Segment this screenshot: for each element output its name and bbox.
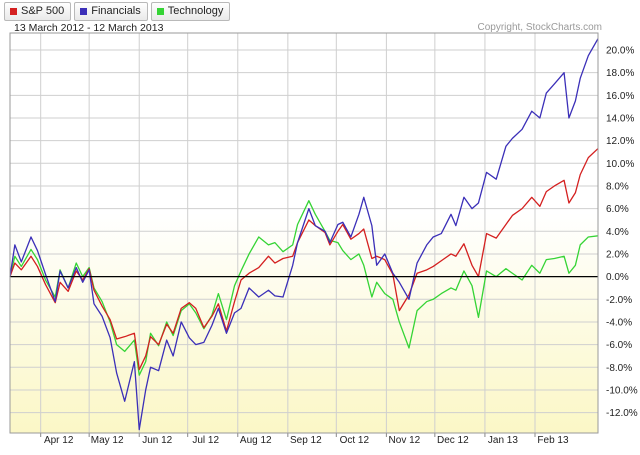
- x-tick-label: Oct 12: [340, 435, 370, 446]
- y-tick-label: -10.0%: [606, 385, 638, 396]
- y-tick-label: 12.0%: [606, 136, 634, 147]
- y-tick-label: -4.0%: [606, 317, 632, 328]
- y-tick-label: 6.0%: [606, 204, 629, 215]
- y-tick-label: -12.0%: [606, 408, 638, 419]
- y-tick-label: 16.0%: [606, 91, 634, 102]
- x-tick-label: Feb 13: [537, 435, 569, 446]
- financials-swatch: [80, 7, 88, 15]
- x-tick-label: Nov 12: [389, 435, 421, 446]
- x-tick-label: Jul 12: [192, 435, 219, 446]
- y-tick-label: -6.0%: [606, 340, 632, 351]
- plot-frame: [9, 32, 599, 434]
- y-tick-label: 8.0%: [606, 181, 629, 192]
- x-tick-label: Sep 12: [290, 435, 322, 446]
- legend-item-financials[interactable]: Financials: [74, 1, 148, 21]
- legend-label-sp500: S&P 500: [21, 5, 65, 17]
- y-tick-label: 20.0%: [606, 45, 634, 56]
- copyright-notice: Copyright, StockCharts.com: [477, 22, 603, 33]
- y-tick-label: 2.0%: [606, 249, 629, 260]
- plot-background: [10, 33, 598, 433]
- y-tick-label: 4.0%: [606, 227, 629, 238]
- x-tick-label: Dec 12: [437, 435, 469, 446]
- legend-label-financials: Financials: [91, 5, 141, 17]
- x-tick-label: Jun 12: [142, 435, 172, 446]
- y-tick-label: 14.0%: [606, 113, 634, 124]
- y-tick-label: -8.0%: [606, 363, 632, 374]
- legend-item-technology[interactable]: Technology: [150, 1, 231, 21]
- x-tick-label: Jan 13: [488, 435, 518, 446]
- y-tick-label: -2.0%: [606, 295, 632, 306]
- legend: S&P 500 Financials Technology: [0, 0, 640, 22]
- x-tick-label: Apr 12: [44, 435, 74, 446]
- technology-swatch: [156, 7, 164, 15]
- y-tick-label: 0.0%: [606, 272, 629, 283]
- x-tick-label: Aug 12: [240, 435, 272, 446]
- sp500-swatch: [10, 7, 17, 15]
- y-tick-label: 10.0%: [606, 159, 634, 170]
- date-range: 13 March 2012 - 12 March 2013: [14, 22, 164, 34]
- x-tick-label: May 12: [91, 435, 124, 446]
- legend-item-sp500[interactable]: S&P 500: [4, 1, 72, 21]
- series-line-financials[interactable]: [9, 38, 599, 431]
- legend-label-technology: Technology: [167, 5, 224, 17]
- y-tick-label: 18.0%: [606, 68, 634, 79]
